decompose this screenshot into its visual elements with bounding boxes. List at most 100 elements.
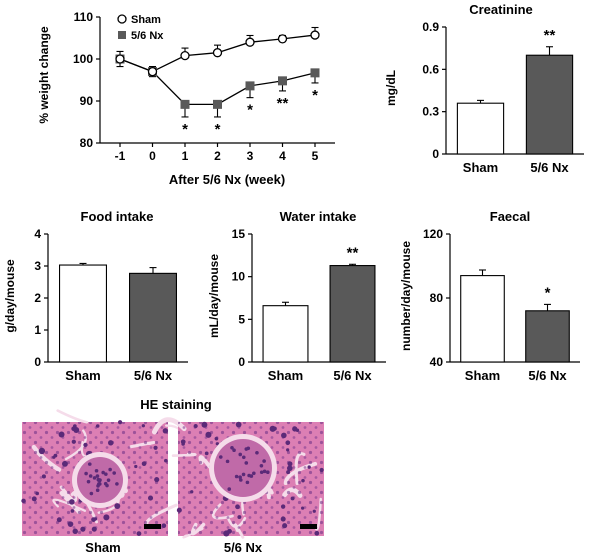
nx-nucleus: [295, 428, 300, 432]
water-bar-sham: [262, 305, 309, 363]
nx-nucleus: [285, 440, 291, 446]
significance-mark: *: [247, 102, 253, 119]
significance-mark: **: [277, 95, 289, 112]
weight-change-ylabel: % weight change: [37, 26, 51, 124]
sham-nucleus: [117, 420, 123, 425]
creatinine-title: Creatinine: [469, 2, 533, 17]
creatinine-significance-mark: **: [544, 27, 556, 44]
sham-nucleus: [21, 498, 26, 504]
data-point-nx: [278, 76, 287, 86]
sham-glomerular-nucleus: [86, 479, 91, 484]
nx-nucleus: [204, 451, 209, 456]
nx-nucleus: [301, 478, 305, 483]
nx-nucleus: [223, 530, 230, 537]
sham-nucleus: [153, 445, 158, 450]
sham-nucleus: [80, 526, 86, 532]
weight-xtick-label: 5: [312, 149, 319, 163]
faecal-category-label: 5/6 Nx: [528, 368, 567, 383]
sham-nucleus: [103, 514, 110, 521]
nx-glomerular-nucleus: [232, 448, 236, 453]
creatinine-bar-nx: [525, 54, 574, 155]
weight-xtick-label: 3: [247, 149, 254, 163]
sham-glomerular-nucleus: [92, 476, 97, 480]
sham-glomerular-nucleus: [88, 474, 93, 478]
nx-glomerular-nucleus: [244, 461, 249, 465]
food-ytick-label: 0: [34, 355, 41, 369]
creatinine-ylabel: mg/dL: [384, 70, 398, 106]
nx-nucleus: [290, 496, 295, 501]
legend-sham-marker: [117, 14, 127, 24]
nx-nucleus: [307, 465, 311, 469]
water-intake-title: Water intake: [280, 209, 357, 224]
sham-nucleus: [141, 461, 147, 467]
nx-glomerular-nucleus: [259, 463, 264, 468]
weight-xtick-label: 4: [279, 149, 286, 163]
sham-glomerular-nucleus: [108, 467, 112, 472]
nx-glomerular-nucleus: [238, 452, 243, 457]
data-point-nx: [245, 81, 255, 91]
creatinine-category-label: Sham: [463, 160, 498, 175]
nx-glomerular-nucleus: [252, 471, 256, 476]
food-ytick-label: 2: [34, 291, 41, 305]
weight-ytick-label: 80: [80, 136, 94, 150]
faecal-bar-nx: [525, 310, 570, 363]
water-category-label: 5/6 Nx: [333, 368, 372, 383]
weight-ytick-label: 110: [74, 10, 94, 24]
nx-nucleus: [286, 448, 290, 452]
sham-nucleus: [114, 503, 121, 510]
water-intake-chart: Water intake mL/day/mouse 0 5 10 15 Sham 5/6 …: [207, 209, 386, 383]
he-staining: HE staining Sham 5/6 Nx: [21, 397, 324, 555]
sham-nucleus: [73, 427, 80, 433]
he-staining-title: HE staining: [140, 397, 212, 412]
nx-nucleus: [280, 504, 286, 509]
sham-nucleus: [35, 491, 39, 496]
sham-nucleus: [73, 424, 77, 428]
data-point-sham: [147, 66, 158, 77]
weight-xtick-label: 0: [149, 149, 156, 163]
nx-glomerular-nucleus: [218, 455, 223, 459]
sham-nucleus: [136, 531, 142, 536]
sham-nucleus: [162, 428, 169, 434]
legend-nx-marker: [118, 31, 126, 39]
food-ytick-label: 1: [34, 323, 41, 337]
sham-nucleus: [83, 442, 88, 448]
nx-glomerular-nucleus: [241, 455, 246, 460]
histology-image-nx: [151, 417, 324, 539]
food-ytick-label: 3: [34, 259, 41, 273]
water-ytick-label: 0: [238, 355, 245, 369]
data-point-sham: [180, 50, 190, 61]
sham-glomerular-nucleus: [94, 468, 99, 473]
nx-nucleus: [282, 523, 288, 529]
histology-label-sham: Sham: [85, 540, 120, 555]
sham-glomerular-nucleus: [98, 478, 102, 482]
water-ytick-label: 5: [238, 312, 245, 326]
sham-scale-bar: [144, 524, 161, 529]
water-significance-mark: **: [347, 244, 359, 261]
creatinine-category-label: 5/6 Nx: [530, 160, 569, 175]
creatinine-chart: Creatinine mg/dL 0 0.3 0.6 0.9 Sham 5/6 Nx **: [384, 2, 584, 175]
sham-nucleus: [61, 460, 68, 467]
nx-nucleus: [235, 421, 242, 428]
creatinine-ytick-label: 0.9: [422, 20, 439, 34]
creatinine-ytick-label: 0.3: [422, 105, 439, 119]
nx-nucleus: [214, 436, 219, 441]
food-category-label: Sham: [65, 368, 100, 383]
nx-nucleus: [235, 504, 240, 510]
nx-nucleus: [314, 530, 320, 536]
data-point-nx: [213, 99, 222, 109]
sham-glomerular-nucleus: [105, 483, 109, 488]
legend-sham-label: Sham: [131, 14, 161, 26]
sham-nucleus: [70, 509, 75, 513]
nx-glomerular-nucleus: [230, 446, 234, 450]
data-point-sham: [245, 37, 255, 47]
nx-glomerular-nucleus: [247, 473, 251, 478]
weight-xtick-label: 1: [182, 149, 189, 163]
faecal-chart: Faecal number/day/mouse 40 80 120 Sham 5/6 N…: [399, 209, 580, 383]
faecal-significance-mark: *: [545, 284, 551, 301]
faecal-ytick-label: 40: [430, 355, 444, 369]
nx-glomerular-nucleus: [241, 472, 246, 477]
weight-ytick-label: 100: [73, 52, 93, 66]
nx-glomerular-nucleus: [227, 487, 232, 491]
nx-glomerular-nucleus: [265, 470, 270, 475]
